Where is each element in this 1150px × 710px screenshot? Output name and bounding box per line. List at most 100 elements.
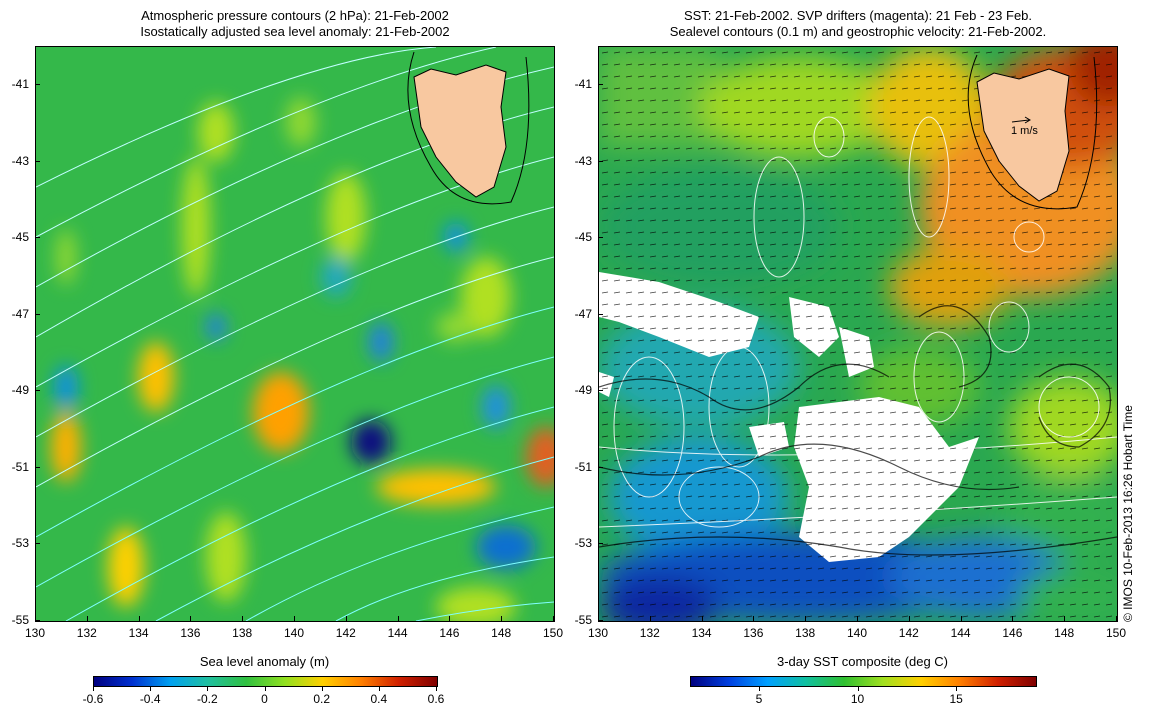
tasmania-land [976, 68, 1070, 202]
sst-colorbar-tick [956, 687, 958, 691]
left-colorbar-title: Sea level anomaly (m) [199, 654, 330, 669]
left-lat-tick [35, 620, 40, 621]
left-lon-tick [553, 616, 554, 621]
left-lon-label: 142 [335, 626, 356, 640]
left-lat-label: -53 [11, 536, 29, 551]
right-lon-label: 136 [743, 626, 764, 640]
right-lon-tick [805, 616, 807, 621]
left-title-line1: Atmospheric pressure contours (2 hPa): 2… [141, 8, 449, 23]
right-lat-label: -51 [574, 459, 592, 474]
sst-colorbar-label: 10 [850, 692, 865, 706]
velocity-scale-label: 1 m/s [1011, 125, 1038, 137]
sea-level-colorbar-label: 0 [261, 692, 268, 706]
sea-level-anomaly-map [35, 46, 555, 622]
tasmania-land [413, 64, 507, 198]
right-lon-label: 148 [1054, 626, 1075, 640]
left-lat-tick [35, 466, 40, 468]
sst-colorbar-tick [857, 687, 859, 691]
sea-level-colorbar-tick [321, 687, 323, 691]
left-lon-label: 150 [542, 626, 564, 640]
sea-level-colorbar-label: -0.6 [82, 692, 104, 706]
sea-level-colorbar-label: 0.4 [370, 692, 388, 706]
right-lat-label: -53 [574, 536, 592, 551]
left-lon-label: 136 [180, 626, 201, 640]
right-lon-tick [1012, 616, 1014, 621]
right-lon-tick [1116, 616, 1117, 621]
right-lon-label: 142 [898, 626, 919, 640]
right-lon-tick [649, 616, 651, 621]
sst-colorbar-tick [759, 687, 760, 691]
right-lat-label: -47 [574, 306, 592, 321]
left-lon-label: 130 [24, 626, 46, 640]
left-lat-tick [35, 84, 40, 86]
right-lat-tick [598, 160, 603, 162]
right-lat-label: -49 [574, 383, 592, 398]
sst-colorbar [690, 676, 1037, 687]
sea-level-colorbar-tick [207, 687, 209, 691]
right-lat-tick [598, 390, 603, 392]
right-title-line2: Sealevel contours (0.1 m) and geostrophi… [669, 24, 1047, 39]
right-lon-label: 132 [639, 626, 660, 640]
left-title-line2: Isostatically adjusted sea level anomaly… [140, 24, 450, 39]
left-lon-label: 146 [439, 626, 460, 640]
sst-map: 1 m/s [598, 46, 1118, 622]
left-lon-tick [190, 616, 192, 621]
right-colorbar-title: 3-day SST composite (deg C) [777, 654, 948, 669]
right-lon-label: 130 [587, 626, 609, 640]
sea-level-colorbar-tick [150, 687, 152, 691]
left-lon-label: 148 [491, 626, 512, 640]
right-lon-tick [960, 616, 962, 621]
left-lon-label: 144 [387, 626, 408, 640]
right-lat-tick [598, 466, 603, 468]
right-lat-label: -55 [574, 613, 592, 627]
right-lat-tick [598, 313, 603, 315]
right-lon-tick [1064, 616, 1066, 621]
sea-level-colorbar-label: 0.2 [313, 692, 330, 706]
left-lon-tick [397, 616, 399, 621]
right-lon-label: 138 [795, 626, 816, 640]
right-lon-tick [908, 616, 910, 621]
sea-level-colorbar-tick [264, 687, 266, 691]
left-lat-label: -45 [11, 230, 29, 245]
right-lon-label: 134 [691, 626, 712, 640]
sea-level-colorbar-label: -0.2 [196, 692, 218, 706]
credit-text: © IMOS 10-Feb-2013 16:26 Hobart Time [1121, 405, 1135, 622]
sea-level-colorbar-tick [93, 687, 94, 691]
right-lat-tick [598, 543, 603, 545]
left-lat-label: -47 [11, 306, 29, 321]
right-lon-tick [598, 616, 599, 621]
right-map-title: SST: 21-Feb-2002. SVP drifters (magenta)… [598, 8, 1118, 40]
right-lon-label: 150 [1105, 626, 1127, 640]
left-lon-tick [345, 616, 347, 621]
sea-level-colorbar-label: -0.4 [139, 692, 161, 706]
right-lon-tick [857, 616, 858, 621]
right-lon-tick [701, 616, 703, 621]
right-title-line1: SST: 21-Feb-2002. SVP drifters (magenta)… [683, 8, 1033, 23]
left-lon-tick [86, 616, 88, 621]
right-lat-label: -45 [574, 230, 592, 245]
left-map-title: Atmospheric pressure contours (2 hPa): 2… [35, 8, 555, 40]
left-lat-label: -51 [11, 459, 29, 474]
left-lon-tick [294, 616, 295, 621]
left-lat-label: -49 [11, 383, 29, 398]
right-lat-tick [598, 620, 603, 621]
left-lon-tick [449, 616, 451, 621]
sea-level-colorbar [93, 676, 438, 687]
left-lat-tick [35, 313, 40, 315]
right-lon-label: 144 [950, 626, 971, 640]
left-lon-label: 134 [128, 626, 149, 640]
right-lat-tick [598, 237, 603, 239]
left-lon-label: 132 [76, 626, 97, 640]
right-lat-label: -43 [574, 153, 592, 168]
left-lat-tick [35, 543, 40, 545]
sst-colorbar-label: 15 [949, 692, 963, 706]
left-lat-tick [35, 390, 40, 392]
left-lat-tick [35, 237, 40, 239]
left-lon-label: 138 [232, 626, 253, 640]
left-lat-label: -41 [11, 77, 29, 92]
right-lon-tick [753, 616, 755, 621]
right-lon-label: 140 [846, 626, 868, 640]
right-lat-tick [598, 84, 603, 86]
left-lon-tick [242, 616, 244, 621]
left-lon-label: 140 [283, 626, 305, 640]
